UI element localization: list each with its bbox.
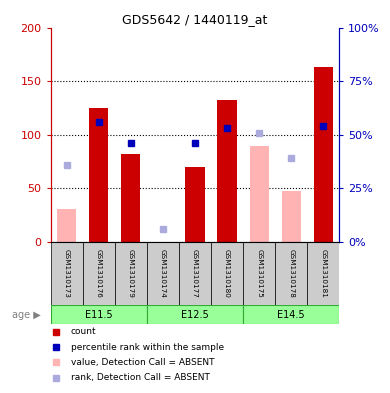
Text: E12.5: E12.5 (181, 310, 209, 320)
Text: GSM1310180: GSM1310180 (224, 249, 230, 298)
Bar (179, 242, 211, 305)
Text: age ▶: age ▶ (12, 310, 41, 320)
Text: GSM1310173: GSM1310173 (64, 249, 70, 298)
Bar (147, 242, 179, 305)
Text: GSM1310179: GSM1310179 (128, 249, 134, 298)
Text: GSM1310178: GSM1310178 (288, 249, 294, 298)
Text: GSM1310174: GSM1310174 (160, 249, 166, 298)
Text: rank, Detection Call = ABSENT: rank, Detection Call = ABSENT (71, 373, 210, 382)
Bar (185, 167, 205, 242)
Bar (147, 305, 243, 324)
Bar (250, 145, 269, 242)
Bar (243, 305, 339, 324)
Bar (211, 242, 243, 305)
Bar (57, 209, 76, 242)
Text: GSM1310181: GSM1310181 (320, 249, 326, 298)
Bar (218, 101, 237, 242)
Bar (89, 108, 108, 242)
Text: GSM1310176: GSM1310176 (96, 249, 102, 298)
Bar (115, 242, 147, 305)
Bar (243, 242, 275, 305)
Bar (51, 242, 83, 305)
Text: GSM1310175: GSM1310175 (256, 249, 262, 298)
Bar (307, 242, 339, 305)
Text: value, Detection Call = ABSENT: value, Detection Call = ABSENT (71, 358, 214, 367)
Text: count: count (71, 327, 97, 336)
Bar (83, 242, 115, 305)
Bar (275, 242, 307, 305)
Text: E11.5: E11.5 (85, 310, 113, 320)
Text: percentile rank within the sample: percentile rank within the sample (71, 343, 224, 352)
Title: GDS5642 / 1440119_at: GDS5642 / 1440119_at (122, 13, 268, 26)
Bar (51, 305, 147, 324)
Bar (121, 154, 140, 242)
Text: E14.5: E14.5 (277, 310, 305, 320)
Text: GSM1310177: GSM1310177 (192, 249, 198, 298)
Bar (282, 191, 301, 242)
Bar (314, 67, 333, 242)
